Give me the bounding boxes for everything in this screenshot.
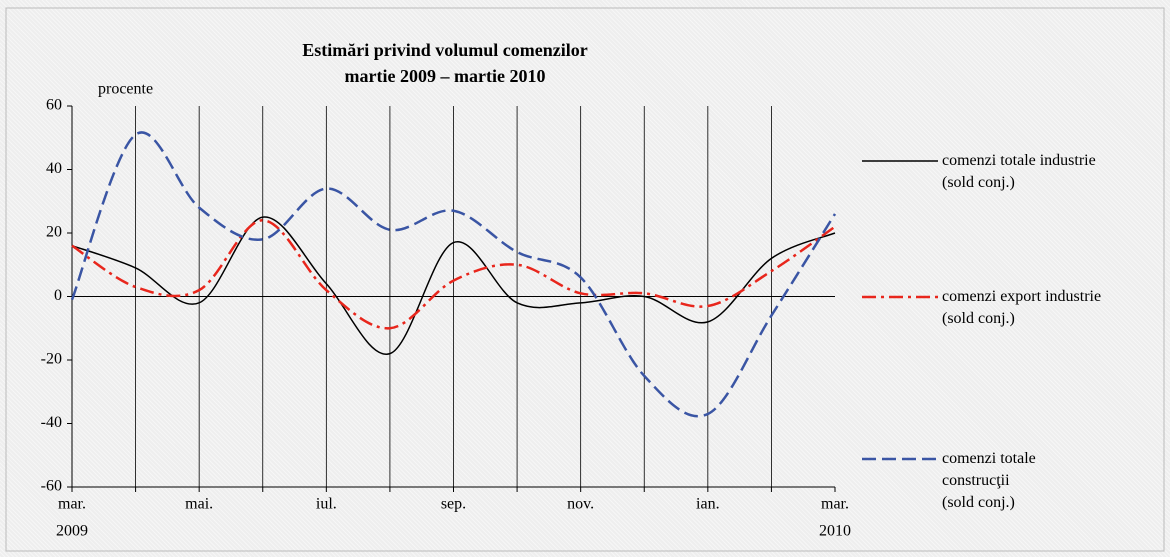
x-tick-label: mar.: [58, 496, 86, 513]
x-tick-year: 2009: [56, 523, 88, 540]
y-tick-label: 40: [46, 160, 62, 177]
x-tick-label: mar.: [821, 496, 849, 513]
y-tick-label: 60: [46, 97, 62, 114]
series-line: [70, 131, 837, 418]
x-tick-label: sep.: [441, 496, 466, 513]
series-line: [71, 219, 836, 330]
x-tick-year: 2010: [819, 523, 851, 540]
y-tick-label: -40: [41, 414, 62, 431]
y-tick-label: -20: [41, 351, 62, 368]
x-tick-label: nov.: [567, 496, 594, 513]
chart-subtitle: martie 2009 – martie 2010: [345, 66, 546, 86]
y-axis-label: procente: [98, 81, 153, 98]
series-line: [71, 216, 836, 355]
chart-title: Estimări privind volumul comenzilor: [302, 40, 588, 60]
legend-label: comenzi export industrie (sold conj.): [942, 288, 1102, 327]
x-tick-label: iul.: [316, 496, 337, 513]
legend-label: comenzi totale industrie (sold conj.): [942, 152, 1096, 191]
frame: [5, 7, 1165, 552]
y-tick-label: 20: [46, 224, 62, 241]
x-tick-label: mai.: [185, 496, 213, 513]
legend-label: comenzi totale construcţii (sold conj.): [942, 450, 1036, 511]
y-tick-label: -60: [41, 478, 62, 495]
x-tick-label: ian.: [696, 496, 720, 513]
y-tick-label: 0: [54, 287, 62, 304]
